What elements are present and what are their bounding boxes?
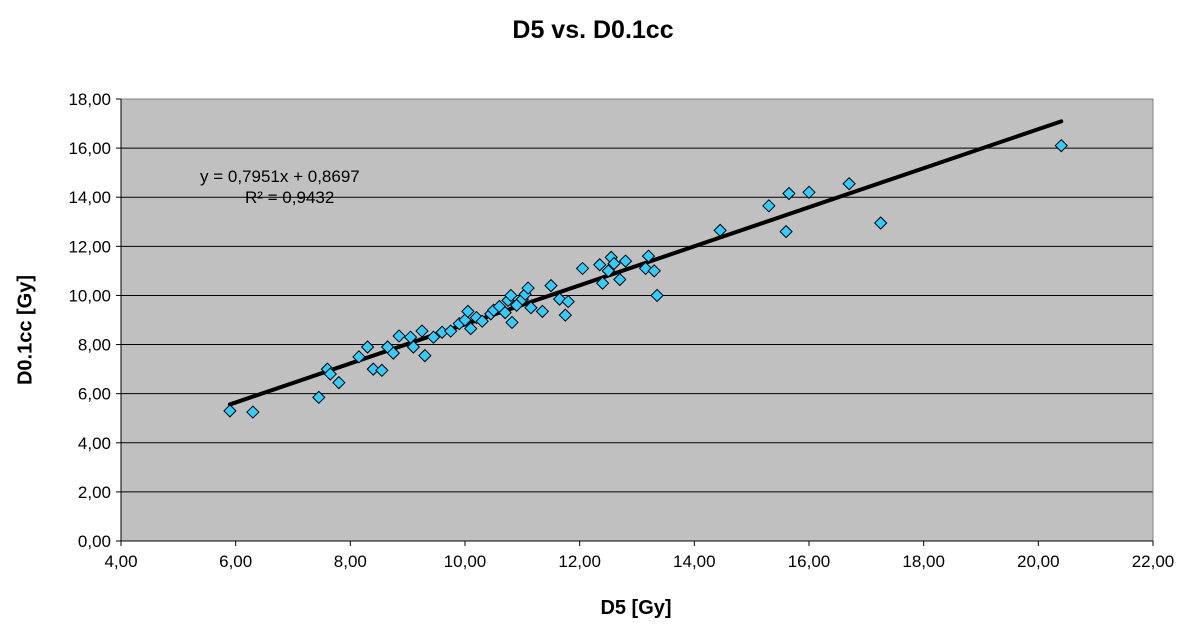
y-tick-label: 4,00 (78, 434, 111, 453)
data-point (366, 362, 380, 376)
x-tick-label: 22,00 (1132, 552, 1175, 571)
data-point (223, 404, 237, 418)
data-point (521, 281, 535, 295)
data-point (461, 304, 475, 319)
x-tick-label: 4,00 (104, 552, 137, 571)
data-point (802, 185, 816, 200)
data-point (561, 294, 575, 309)
x-tick-label: 8,00 (334, 552, 367, 571)
data-point (535, 304, 550, 319)
y-tick-label: 16,00 (68, 139, 111, 158)
data-point (475, 314, 489, 328)
data-point (504, 288, 518, 303)
data-point (779, 224, 793, 239)
data-point (595, 276, 610, 290)
y-tick-label: 18,00 (68, 90, 111, 109)
data-point (246, 405, 260, 419)
data-point (415, 324, 429, 338)
x-tick-label: 18,00 (902, 552, 945, 571)
data-point (618, 254, 633, 268)
y-tick-label: 8,00 (78, 336, 111, 355)
data-point (593, 258, 607, 272)
data-point (418, 348, 432, 363)
data-point (332, 375, 346, 390)
data-point (575, 261, 590, 276)
chart-title: D5 vs. D0.1cc (512, 16, 674, 44)
data-point (464, 321, 478, 336)
x-tick-label: 10,00 (444, 552, 487, 571)
x-tick-label: 16,00 (788, 552, 831, 571)
data-point (544, 278, 558, 293)
data-point (613, 272, 627, 287)
data-point (360, 340, 375, 354)
data-point (505, 315, 519, 330)
y-tick-label: 12,00 (68, 237, 111, 256)
data-point (426, 330, 441, 344)
x-axis-label: D5 [Gy] (600, 597, 672, 619)
x-tick-label: 6,00 (219, 552, 252, 571)
data-point (386, 346, 401, 360)
y-axis-label: D0.1cc [Gy] (14, 274, 37, 386)
y-tick-label: 2,00 (78, 483, 111, 502)
y-tick-label: 14,00 (68, 188, 111, 207)
data-point (498, 305, 512, 320)
data-point (782, 186, 796, 201)
trendline-equation-label: y = 0,7951x + 0,8697 (200, 167, 360, 186)
trendline-r2-label: R² = 0,9432 (245, 188, 335, 207)
data-point (443, 324, 458, 338)
data-point (1054, 138, 1068, 153)
plot-background (121, 99, 1153, 541)
data-point (650, 288, 664, 303)
data-point (392, 329, 406, 343)
data-point (601, 264, 616, 278)
x-tick-label: 14,00 (673, 552, 716, 571)
x-tick-label: 20,00 (1017, 552, 1060, 571)
data-point (607, 256, 621, 271)
data-point (647, 264, 661, 278)
data-point (641, 249, 656, 263)
y-tick-label: 10,00 (68, 286, 111, 305)
data-point (558, 308, 573, 322)
data-point (312, 390, 326, 405)
data-point (842, 177, 856, 191)
y-tick-label: 6,00 (78, 385, 111, 404)
y-tick-label: 0,00 (78, 532, 111, 551)
data-point (524, 301, 538, 315)
data-point (323, 367, 337, 381)
data-point (762, 199, 776, 213)
data-point (873, 216, 888, 230)
data-point (352, 350, 366, 364)
data-point (375, 363, 389, 378)
data-point (406, 340, 421, 354)
x-tick-label: 12,00 (558, 552, 601, 571)
data-point (713, 223, 727, 238)
